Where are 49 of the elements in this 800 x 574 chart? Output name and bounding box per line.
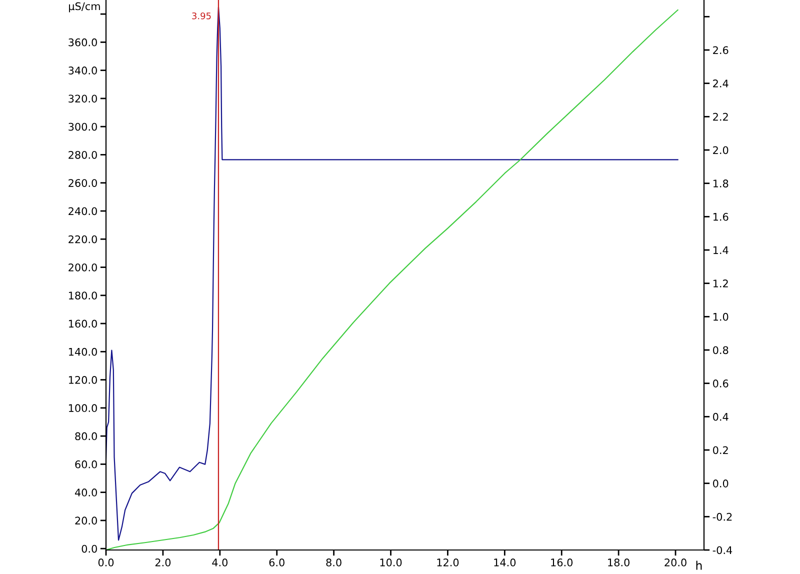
x-tick-label: 6.0 <box>269 558 284 566</box>
y-tick-label: 320.0 <box>68 94 97 103</box>
y-tick-label: 60.0 <box>75 460 97 468</box>
y2-tick-label: 0.4 <box>713 412 728 421</box>
y2-tick-label: 0.6 <box>713 380 728 388</box>
x-tick-label: 4.0 <box>212 558 228 566</box>
y-tick-label: 160.0 <box>68 320 97 328</box>
y2-tick-label: 1.0 <box>713 312 728 321</box>
x-tick-label: 0.0 <box>98 558 114 566</box>
y-tick-label: 100.0 <box>68 404 97 412</box>
y2-tick-label: 1.6 <box>713 212 728 221</box>
y2-tick-label: 1.4 <box>713 246 728 254</box>
y-tick-label: 20.0 <box>75 516 97 525</box>
y2-tick-label: 1.8 <box>713 180 728 188</box>
x-tick-label: 18.0 <box>608 558 630 566</box>
y-tick-label: 0.0 <box>82 544 97 553</box>
y-tick-label: 180.0 <box>68 292 97 300</box>
x-tick-label: 12.0 <box>437 558 459 566</box>
y2-tick-label: 0.0 <box>713 480 728 488</box>
y2-tick-label: -0.4 <box>712 546 732 554</box>
y2-tick-label: -0.2 <box>712 512 732 521</box>
y2-tick-label: 1.2 <box>713 280 728 288</box>
x-tick-label: 14.0 <box>494 558 516 566</box>
y-tick-label: 240.0 <box>68 207 97 216</box>
y-tick-label: 120.0 <box>68 376 97 384</box>
x-tick-label: 20.0 <box>664 558 686 566</box>
x-tick-label: 8.0 <box>326 558 342 566</box>
y2-tick-label: 2.6 <box>713 46 728 54</box>
x-axis-title: h <box>696 560 702 570</box>
y-tick-label: 360.0 <box>68 38 97 46</box>
y-tick-label: 340.0 <box>68 66 97 74</box>
y2-tick-label: 2.2 <box>713 112 728 121</box>
y-tick-label: 220.0 <box>68 235 97 244</box>
y-tick-label: 140.0 <box>68 348 97 356</box>
y-tick-label: 260.0 <box>68 179 97 187</box>
y-tick-label: 80.0 <box>75 432 97 440</box>
y-tick-label: 280.0 <box>68 150 97 159</box>
x-tick-label: 16.0 <box>551 558 573 566</box>
y2-tick-label: 0.2 <box>713 446 728 454</box>
y-tick-label: 300.0 <box>68 122 97 131</box>
x-tick-label: 2.0 <box>155 558 171 566</box>
y2-tick-label: 2.0 <box>713 146 728 154</box>
x-tick-label: 10.0 <box>380 558 402 566</box>
ref-line-label: 3.95 <box>192 12 211 20</box>
y-axis-title: μS/cm <box>69 2 100 12</box>
y2-tick-label: 2.4 <box>713 80 728 88</box>
y-tick-label: 40.0 <box>74 488 97 496</box>
y2-tick-label: 0.8 <box>713 346 728 354</box>
y-tick-label: 200.0 <box>68 263 97 272</box>
